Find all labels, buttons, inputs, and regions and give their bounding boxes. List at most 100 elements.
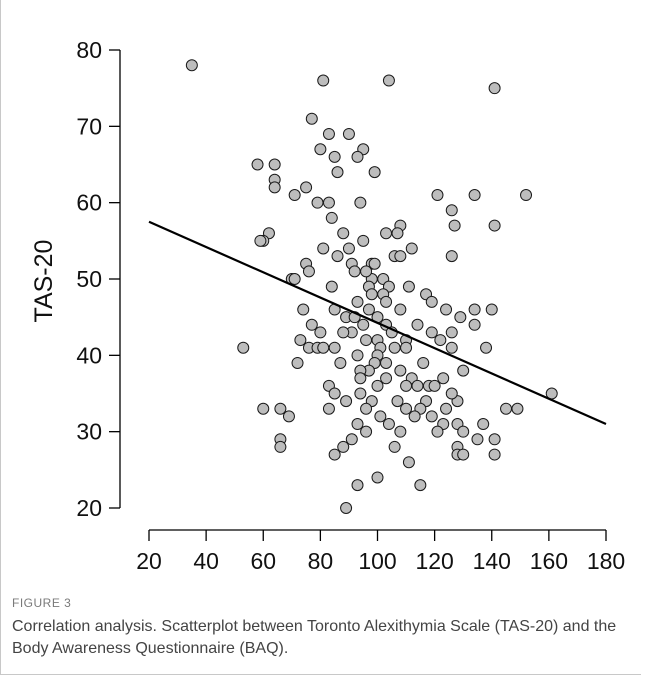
data-point [405,242,418,255]
data-point [351,349,364,362]
data-point [288,273,301,285]
data-point [305,318,318,331]
data-point [445,204,458,217]
data-point [251,158,264,171]
data-point [325,211,338,224]
data-point [457,425,470,438]
data-point [402,280,415,293]
data-point [380,372,393,385]
data-point [411,379,424,392]
data-point [288,189,301,202]
data-point [328,341,341,354]
x-tick-label: 120 [415,548,453,574]
x-axis: 20 40 60 80 100 120 140 160 180 [136,529,625,574]
data-point [337,440,350,453]
data-point [237,341,250,354]
x-tick-label: 180 [587,548,625,574]
data-point [357,234,370,247]
data-point [291,356,304,369]
data-point [417,356,430,369]
data-point [317,341,330,354]
data-point [351,479,364,492]
data-point [380,227,393,240]
data-point [368,166,381,179]
data-point [520,189,533,202]
y-tick-label: 60 [76,190,102,216]
data-point [282,410,295,423]
y-tick-label: 20 [76,495,102,521]
data-point [331,166,344,179]
data-point [274,440,287,453]
data-point [337,326,350,339]
y-axis-label: TAS-20 [30,240,58,323]
data-point [360,265,373,278]
y-tick-label: 50 [76,266,102,292]
data-point [428,379,441,392]
x-tick-label: 140 [473,548,511,574]
data-point [440,402,453,415]
data-point [360,425,373,438]
data-point [440,303,453,316]
data-points [185,59,558,514]
data-point [388,440,401,453]
data-point [380,356,393,369]
data-point [342,127,355,140]
data-point [388,341,401,354]
data-point [331,250,344,263]
data-point [431,425,444,438]
data-point [257,402,270,415]
x-tick-label: 60 [250,548,276,574]
regression-line-group [148,220,607,426]
data-point [480,341,493,354]
data-point [337,227,350,240]
data-point [445,387,458,400]
data-point [394,364,407,377]
data-point [360,334,373,347]
data-point [351,295,364,308]
data-point [511,402,524,415]
data-point [342,242,355,255]
data-point [488,433,501,446]
data-point [322,402,335,415]
data-point [425,326,438,339]
data-point [185,59,198,72]
data-point [402,456,415,469]
data-point [368,257,381,270]
data-point [297,303,310,316]
data-point [457,364,470,377]
data-point [371,471,384,484]
y-axis: 20 30 40 50 60 70 80 [76,37,121,521]
data-point [394,303,407,316]
data-point [302,265,315,278]
data-point [371,379,384,392]
data-point [374,410,387,423]
data-point [400,341,413,354]
data-point [445,341,458,354]
data-point [414,479,427,492]
data-point [408,410,421,423]
data-point [400,379,413,392]
figure-caption: FIGURE 3 Correlation analysis. Scatterpl… [12,596,632,660]
y-tick-label: 80 [76,37,102,63]
data-point [300,181,313,194]
data-point [322,196,335,209]
data-point [311,196,324,209]
data-point [254,234,267,247]
data-point [400,402,413,415]
data-point [334,356,347,369]
data-point [328,387,341,400]
x-tick-label: 80 [308,548,334,574]
data-point [468,303,481,316]
data-point [488,448,501,461]
x-tick-label: 100 [358,548,396,574]
data-point [357,318,370,331]
data-point [457,448,470,461]
data-point [305,112,318,125]
data-point [362,303,375,316]
data-point [394,425,407,438]
data-point [322,127,335,140]
data-point [345,433,358,446]
data-point [354,196,367,209]
data-point [391,227,404,240]
data-point [340,395,353,408]
